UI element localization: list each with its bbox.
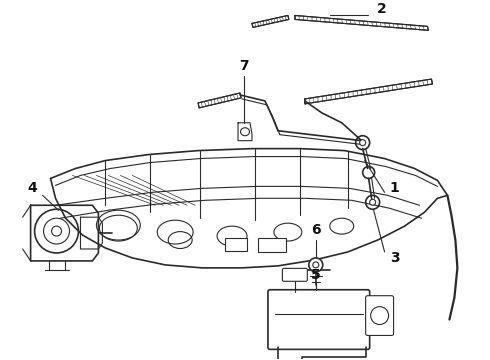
FancyBboxPatch shape [268,290,369,349]
FancyBboxPatch shape [282,268,307,281]
Polygon shape [295,15,428,30]
Circle shape [360,140,366,146]
Text: 3: 3 [390,251,399,265]
Bar [258,238,286,252]
Circle shape [51,226,62,236]
Bar [225,238,247,251]
Polygon shape [305,79,433,104]
Text: 1: 1 [390,181,399,195]
Text: 4: 4 [28,181,37,195]
Polygon shape [252,15,289,27]
Text: 6: 6 [311,223,320,237]
Text: 2: 2 [377,3,387,17]
Polygon shape [198,93,241,108]
Text: 5: 5 [311,268,320,282]
FancyBboxPatch shape [366,296,393,336]
Circle shape [369,199,376,205]
Circle shape [309,258,323,272]
Text: 7: 7 [239,59,249,73]
